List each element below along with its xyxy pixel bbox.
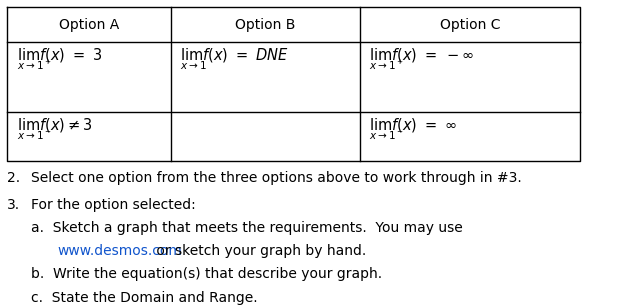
Text: $\lim f(x)\ =\ -\infty$: $\lim f(x)\ =\ -\infty$ — [369, 46, 474, 64]
Text: 3.: 3. — [7, 198, 20, 212]
Text: 2.: 2. — [7, 171, 20, 185]
Text: c.  State the Domain and Range.: c. State the Domain and Range. — [30, 291, 257, 305]
Text: $x{\to}1^-$: $x{\to}1^-$ — [369, 129, 404, 141]
Text: $x{\to}1^+$: $x{\to}1^+$ — [17, 59, 51, 72]
Text: $\lim f(x) \neq 3$: $\lim f(x) \neq 3$ — [17, 116, 92, 134]
Text: Option A: Option A — [59, 17, 119, 32]
Text: $\lim f(x)\ =\ \infty$: $\lim f(x)\ =\ \infty$ — [369, 116, 456, 134]
Text: or sketch your graph by hand.: or sketch your graph by hand. — [152, 244, 366, 258]
Text: $\lim f(x)\ =\ \mathit{DNE}$: $\lim f(x)\ =\ \mathit{DNE}$ — [180, 46, 288, 64]
Text: $x{\to}1^+$: $x{\to}1^+$ — [369, 59, 404, 72]
Text: www.desmos.com: www.desmos.com — [57, 244, 182, 258]
Text: Option C: Option C — [440, 17, 500, 32]
Text: Option B: Option B — [235, 17, 295, 32]
Text: $x{\to}1$: $x{\to}1$ — [180, 59, 207, 71]
Text: a.  Sketch a graph that meets the requirements.  You may use: a. Sketch a graph that meets the require… — [30, 221, 463, 235]
Text: For the option selected:: For the option selected: — [30, 198, 196, 212]
Text: b.  Write the equation(s) that describe your graph.: b. Write the equation(s) that describe y… — [30, 267, 382, 282]
Text: Select one option from the three options above to work through in #3.: Select one option from the three options… — [30, 171, 522, 185]
Text: $x{\to}1^-$: $x{\to}1^-$ — [17, 129, 51, 141]
Text: $\lim f(x)\ =\ 3$: $\lim f(x)\ =\ 3$ — [17, 46, 102, 64]
